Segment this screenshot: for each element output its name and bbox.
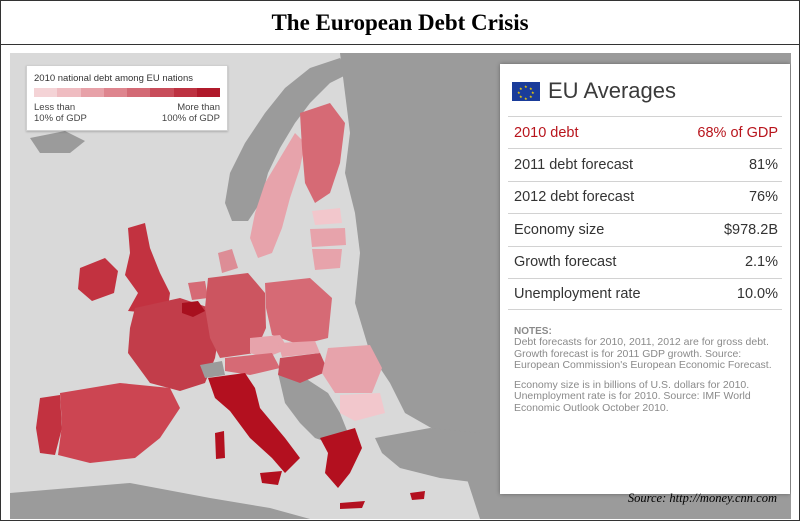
- stats-table: 2010 debt 68% of GDP 2011 debt forecast 81%…: [508, 116, 782, 311]
- panel-header: ★ ★ ★ ★ ★ ★ ★ ★ EU Averages: [512, 76, 676, 106]
- legend-title: 2010 national debt among EU nations: [34, 73, 193, 84]
- czech-region: [250, 335, 288, 358]
- portugal-region: [36, 395, 62, 455]
- norway-land: [225, 58, 350, 221]
- stats-row-label: 2012 debt forecast: [514, 189, 635, 206]
- sardinia-region: [215, 431, 225, 459]
- stats-row-label: Unemployment rate: [514, 286, 641, 303]
- uk-region: [125, 223, 170, 313]
- stats-row-value: 68% of GDP: [697, 124, 778, 141]
- note-2: Economy size is in billions of U.S. doll…: [514, 379, 751, 414]
- bulgaria-region: [340, 393, 385, 421]
- stats-row: 2011 debt forecast 81%: [508, 148, 782, 180]
- legend-swatch: [196, 88, 220, 97]
- balkans-nonEU-land: [278, 373, 348, 445]
- greece-region: [320, 428, 362, 488]
- stats-row-value: $978.2B: [723, 221, 778, 238]
- legend-swatch: [103, 88, 127, 97]
- notes-block: NOTES: Debt forecasts for 2010, 2011, 20…: [514, 326, 780, 423]
- belgium-region: [182, 301, 205, 317]
- lithuania-region: [312, 249, 342, 270]
- source-credit: Source: http://money.cnn.com: [627, 491, 777, 505]
- note-1: Debt forecasts for 2010, 2011, 2012 are …: [514, 336, 772, 371]
- france-region: [128, 298, 220, 391]
- poland-region: [265, 278, 332, 345]
- italy-region: [208, 373, 300, 473]
- estonia-region: [312, 208, 342, 225]
- stats-row: Growth forecast 2.1%: [508, 245, 782, 278]
- iceland-land: [30, 131, 85, 153]
- stats-row: Unemployment rate 10.0%: [508, 277, 782, 311]
- legend-swatch: [127, 88, 151, 97]
- page-title: The European Debt Crisis: [271, 9, 529, 35]
- cyprus-region: [410, 491, 425, 500]
- panel-title: EU Averages: [548, 78, 677, 103]
- stats-row: 2012 debt forecast 76%: [508, 180, 782, 213]
- legend-low-line-1: Less than: [34, 102, 76, 113]
- spain-region: [58, 383, 180, 463]
- legend-swatch: [150, 88, 174, 97]
- hungary-region: [278, 353, 328, 383]
- switzerland-region: [200, 361, 225, 378]
- europe-map: 2010 national debt among EU nations Less…: [10, 53, 791, 519]
- eu-averages-panel: ★ ★ ★ ★ ★ ★ ★ ★ EU Averages 2010 debt 68%…: [500, 64, 790, 494]
- legend-low-label: Less than 10% of GDP: [34, 102, 87, 124]
- finland-region: [300, 103, 345, 203]
- turkey-land: [375, 428, 480, 483]
- latvia-region: [310, 228, 346, 247]
- germany-region: [205, 273, 266, 358]
- slovakia-region: [278, 341, 320, 357]
- title-bar: The European Debt Crisis: [1, 1, 799, 45]
- legend-swatch: [173, 88, 197, 97]
- stats-row-value: 76%: [748, 189, 778, 206]
- ireland-region: [78, 258, 118, 301]
- legend-low-line-2: 10% of GDP: [34, 113, 87, 124]
- stats-row-label: Growth forecast: [514, 254, 617, 271]
- stats-row-label: Economy size: [514, 221, 605, 238]
- stats-row-value: 81%: [748, 157, 778, 174]
- legend-high-line-2: 100% of GDP: [161, 113, 220, 124]
- stats-row: 2010 debt 68% of GDP: [508, 116, 782, 148]
- legend-swatch: [34, 88, 58, 97]
- legend-high-label: More than 100% of GDP: [162, 102, 220, 124]
- denmark-region: [218, 249, 238, 273]
- sweden-region: [250, 133, 305, 258]
- crete-region: [340, 501, 365, 509]
- map-legend: 2010 national debt among EU nations Less…: [26, 65, 228, 131]
- notes-heading: NOTES:: [514, 326, 552, 337]
- stats-row-label: 2011 debt forecast: [514, 157, 634, 174]
- africa-land: [10, 483, 310, 519]
- netherlands-region: [188, 281, 208, 300]
- legend-swatch: [57, 88, 81, 97]
- legend-high-line-1: More than: [177, 102, 220, 113]
- eu-flag-icon: ★ ★ ★ ★ ★ ★ ★ ★: [512, 81, 540, 101]
- romania-region: [322, 345, 382, 393]
- stats-row: Economy size $978.2B: [508, 213, 782, 245]
- legend-color-scale: [34, 88, 220, 97]
- legend-swatch: [80, 88, 104, 97]
- sicily-region: [260, 471, 282, 485]
- stats-row-value: 10.0%: [736, 286, 778, 303]
- austria-region: [225, 353, 280, 375]
- stats-row-label: 2010 debt: [514, 124, 579, 141]
- stats-row-value: 2.1%: [744, 254, 778, 271]
